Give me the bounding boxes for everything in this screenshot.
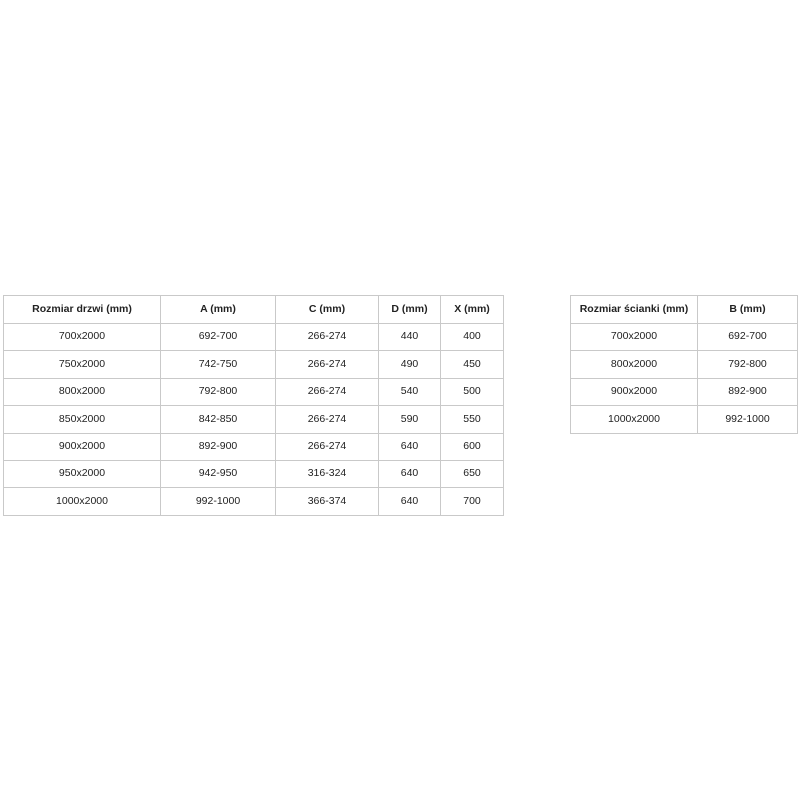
- cell-wall-size: 1000x2000: [570, 405, 698, 434]
- doors-dimension-table: Rozmiar drzwi (mm) A (mm) C (mm) D (mm) …: [3, 295, 504, 516]
- cell-door-size: 800x2000: [3, 377, 161, 407]
- cell-c: 266-274: [275, 377, 379, 407]
- cell-x: 700: [440, 487, 504, 516]
- column-header-door-size: Rozmiar drzwi (mm): [3, 295, 161, 324]
- cell-d: 440: [378, 322, 441, 352]
- cell-b: 692-700: [697, 322, 798, 352]
- cell-x: 400: [440, 322, 504, 352]
- table-row: 700x2000 692-700 266-274 440 400: [3, 322, 504, 352]
- cell-b: 792-800: [697, 350, 798, 379]
- cell-a: 892-900: [160, 432, 276, 461]
- cell-c: 266-274: [275, 405, 379, 434]
- cell-c: 266-274: [275, 350, 379, 379]
- cell-d: 640: [378, 487, 441, 516]
- table-row: 950x2000 942-950 316-324 640 650: [3, 459, 504, 489]
- table-row: 900x2000 892-900 266-274 640 600: [3, 432, 504, 461]
- column-header-a: A (mm): [160, 295, 276, 324]
- cell-door-size: 750x2000: [3, 350, 161, 379]
- cell-door-size: 900x2000: [3, 432, 161, 461]
- cell-door-size: 850x2000: [3, 405, 161, 434]
- table-header-row: Rozmiar ścianki (mm) B (mm): [570, 295, 798, 324]
- cell-a: 742-750: [160, 350, 276, 379]
- cell-x: 650: [440, 459, 504, 489]
- cell-x: 450: [440, 350, 504, 379]
- cell-x: 600: [440, 432, 504, 461]
- column-header-b: B (mm): [697, 295, 798, 324]
- cell-d: 640: [378, 459, 441, 489]
- table-row: 1000x2000 992-1000 366-374 640 700: [3, 487, 504, 516]
- table-row: 1000x2000 992-1000: [570, 405, 798, 434]
- column-header-d: D (mm): [378, 295, 441, 324]
- cell-c: 266-274: [275, 432, 379, 461]
- column-header-x: X (mm): [440, 295, 504, 324]
- cell-d: 640: [378, 432, 441, 461]
- table-row: 850x2000 842-850 266-274 590 550: [3, 405, 504, 434]
- cell-wall-size: 900x2000: [570, 377, 698, 407]
- cell-door-size: 700x2000: [3, 322, 161, 352]
- cell-door-size: 950x2000: [3, 459, 161, 489]
- cell-a: 842-850: [160, 405, 276, 434]
- cell-x: 550: [440, 405, 504, 434]
- cell-door-size: 1000x2000: [3, 487, 161, 516]
- table-header-row: Rozmiar drzwi (mm) A (mm) C (mm) D (mm) …: [3, 295, 504, 324]
- cell-x: 500: [440, 377, 504, 407]
- cell-c: 366-374: [275, 487, 379, 516]
- table-row: 700x2000 692-700: [570, 322, 798, 352]
- table-row: 750x2000 742-750 266-274 490 450: [3, 350, 504, 379]
- cell-wall-size: 800x2000: [570, 350, 698, 379]
- cell-d: 590: [378, 405, 441, 434]
- cell-a: 942-950: [160, 459, 276, 489]
- cell-d: 490: [378, 350, 441, 379]
- table-row: 800x2000 792-800: [570, 350, 798, 379]
- cell-a: 692-700: [160, 322, 276, 352]
- cell-c: 316-324: [275, 459, 379, 489]
- cell-c: 266-274: [275, 322, 379, 352]
- column-header-wall-size: Rozmiar ścianki (mm): [570, 295, 698, 324]
- cell-wall-size: 700x2000: [570, 322, 698, 352]
- cell-b: 992-1000: [697, 405, 798, 434]
- cell-b: 892-900: [697, 377, 798, 407]
- walls-dimension-table: Rozmiar ścianki (mm) B (mm) 700x2000 692…: [570, 295, 798, 434]
- cell-a: 992-1000: [160, 487, 276, 516]
- cell-a: 792-800: [160, 377, 276, 407]
- table-row: 900x2000 892-900: [570, 377, 798, 407]
- column-header-c: C (mm): [275, 295, 379, 324]
- table-row: 800x2000 792-800 266-274 540 500: [3, 377, 504, 407]
- cell-d: 540: [378, 377, 441, 407]
